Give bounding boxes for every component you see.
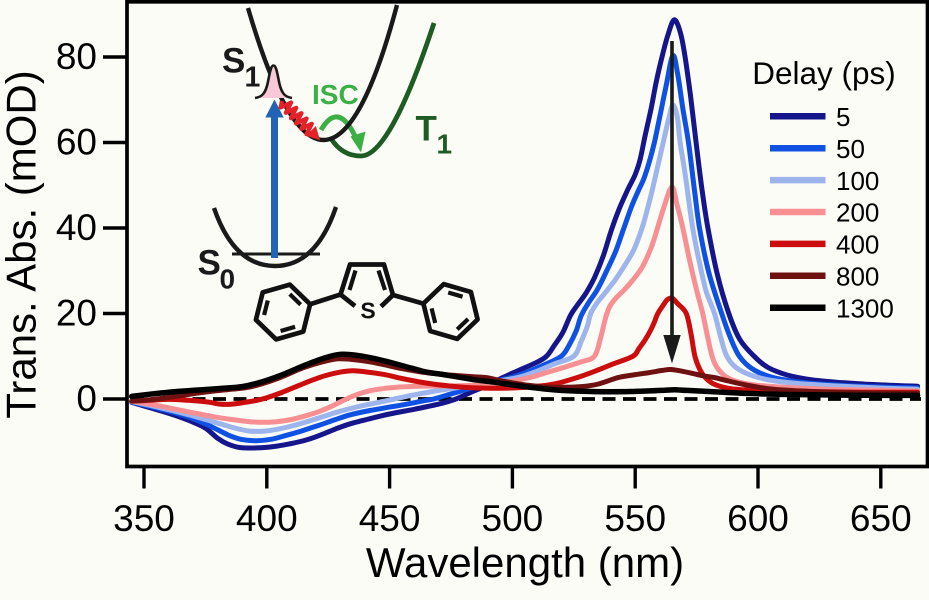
svg-text:20: 20 <box>56 292 97 333</box>
svg-text:350: 350 <box>113 498 175 539</box>
svg-text:S: S <box>222 41 245 80</box>
svg-text:ISC: ISC <box>312 79 359 110</box>
svg-text:0: 0 <box>220 264 236 295</box>
svg-text:50: 50 <box>836 134 865 164</box>
svg-text:600: 600 <box>727 498 789 539</box>
svg-text:5: 5 <box>836 102 850 132</box>
svg-text:S: S <box>198 244 221 283</box>
svg-text:1300: 1300 <box>836 293 894 323</box>
svg-text:100: 100 <box>836 166 879 196</box>
svg-text:400: 400 <box>236 498 298 539</box>
svg-text:200: 200 <box>836 198 879 228</box>
svg-text:1: 1 <box>245 62 261 94</box>
svg-text:S: S <box>360 298 375 324</box>
svg-text:Delay (ps): Delay (ps) <box>752 55 896 91</box>
svg-text:40: 40 <box>56 207 97 248</box>
svg-text:450: 450 <box>359 498 421 539</box>
svg-text:T: T <box>416 110 437 149</box>
svg-text:Wavelength (nm): Wavelength (nm) <box>366 539 684 586</box>
svg-text:1: 1 <box>437 129 453 160</box>
svg-text:650: 650 <box>850 498 912 539</box>
svg-text:0: 0 <box>76 378 97 419</box>
svg-text:80: 80 <box>56 36 97 77</box>
svg-text:550: 550 <box>604 498 666 539</box>
svg-text:Trans. Abs. (mOD): Trans. Abs. (mOD) <box>0 70 45 419</box>
svg-text:800: 800 <box>836 262 879 292</box>
svg-text:400: 400 <box>836 230 879 260</box>
svg-text:500: 500 <box>482 498 544 539</box>
svg-text:60: 60 <box>56 121 97 162</box>
